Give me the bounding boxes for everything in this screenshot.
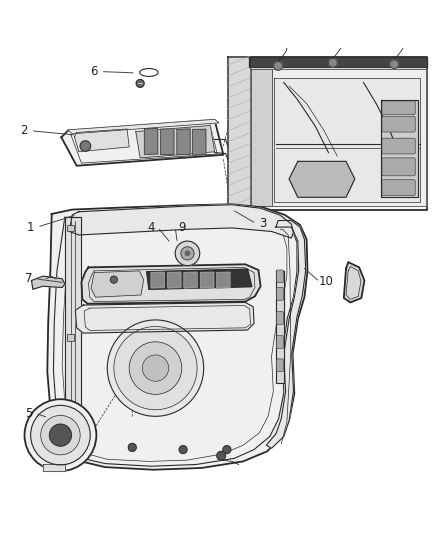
Polygon shape [65,217,81,449]
Polygon shape [161,129,174,155]
Polygon shape [91,271,144,297]
Circle shape [25,399,96,471]
FancyBboxPatch shape [276,287,283,300]
Polygon shape [61,120,223,166]
FancyBboxPatch shape [67,225,74,231]
Circle shape [49,424,71,446]
Polygon shape [168,272,181,288]
Polygon shape [43,464,65,471]
FancyBboxPatch shape [276,312,283,324]
Circle shape [328,59,337,67]
Polygon shape [147,269,252,289]
Polygon shape [68,119,219,134]
FancyBboxPatch shape [382,158,415,176]
Polygon shape [344,262,364,302]
Polygon shape [69,205,293,238]
Circle shape [110,276,117,283]
FancyBboxPatch shape [382,116,415,132]
Text: 5: 5 [25,407,32,419]
Circle shape [274,61,283,70]
Circle shape [223,446,231,454]
Polygon shape [289,161,355,197]
FancyBboxPatch shape [382,138,415,154]
Polygon shape [266,221,306,448]
Polygon shape [32,276,65,289]
Polygon shape [217,272,230,288]
Polygon shape [145,128,158,155]
Circle shape [181,247,194,260]
Polygon shape [81,264,261,304]
FancyBboxPatch shape [67,334,74,341]
Circle shape [217,451,226,460]
Polygon shape [151,272,164,288]
Text: 2: 2 [20,124,28,137]
Polygon shape [251,69,426,206]
Polygon shape [228,57,427,211]
Polygon shape [177,129,190,155]
Polygon shape [381,100,418,197]
Circle shape [142,355,169,381]
Text: 1: 1 [27,221,35,233]
Polygon shape [274,78,420,201]
Circle shape [31,405,90,465]
Text: 9: 9 [178,221,186,233]
Polygon shape [276,271,284,383]
FancyBboxPatch shape [382,101,415,115]
Circle shape [185,251,190,255]
Circle shape [80,141,91,151]
Text: 10: 10 [319,276,334,288]
Circle shape [41,415,80,455]
Polygon shape [184,272,197,288]
Polygon shape [193,129,206,155]
Circle shape [128,443,136,451]
Circle shape [179,446,187,454]
Text: 7: 7 [25,272,32,285]
FancyBboxPatch shape [382,180,415,196]
Polygon shape [47,204,307,470]
Text: 4: 4 [147,221,155,233]
Circle shape [129,342,182,394]
Circle shape [107,320,204,416]
Polygon shape [74,129,129,152]
Polygon shape [249,57,427,67]
Circle shape [114,327,197,410]
FancyBboxPatch shape [276,336,283,349]
Circle shape [175,241,200,265]
Circle shape [136,79,144,87]
Polygon shape [201,272,214,288]
FancyBboxPatch shape [276,270,283,282]
Circle shape [390,60,399,69]
Text: 6: 6 [90,65,98,78]
Polygon shape [228,57,250,211]
Polygon shape [75,302,254,333]
FancyBboxPatch shape [276,359,283,372]
Polygon shape [251,69,272,206]
Text: 3: 3 [259,217,266,230]
Polygon shape [136,125,215,158]
